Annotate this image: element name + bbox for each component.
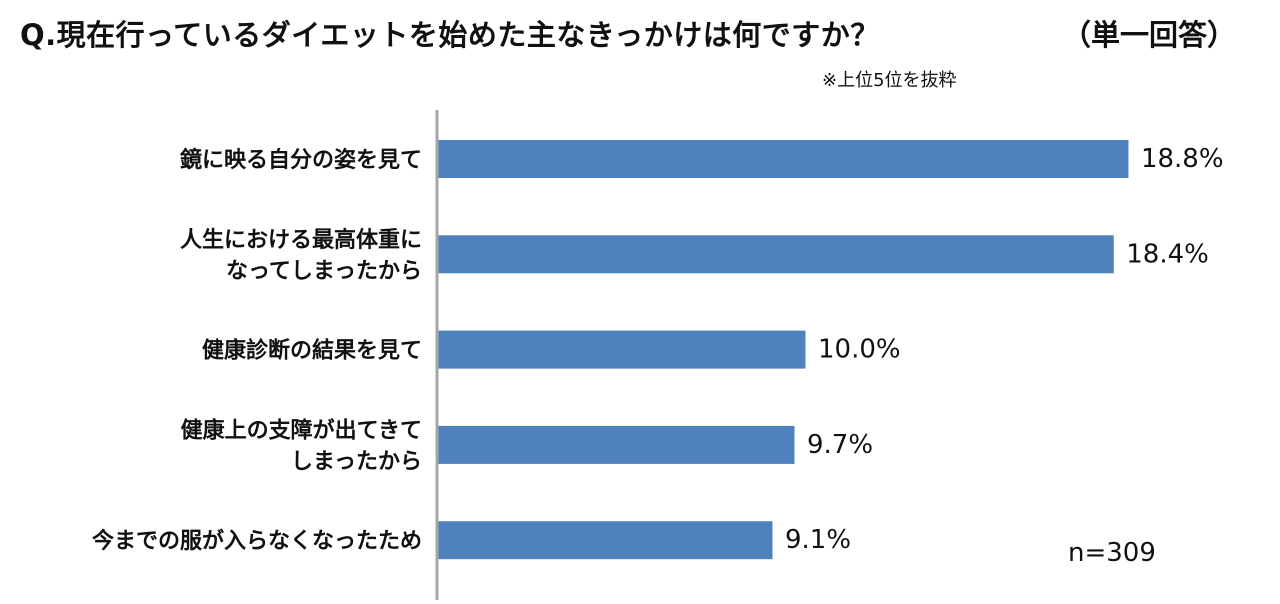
sample-size-label: n=309 (1068, 538, 1156, 568)
value-label-3: 10.0% (818, 335, 901, 365)
category-label-2-line-1: 人生における最高体重に (180, 227, 422, 253)
bar-4 (438, 425, 795, 464)
category-label-2-line-2: なってしまったから (226, 259, 422, 284)
category-label-4-line-2: しまったから (291, 449, 422, 474)
bar-5 (438, 521, 773, 560)
category-label-3: 健康診断の結果を見て (202, 338, 422, 364)
bar-1 (438, 140, 1129, 178)
value-label-1: 18.8% (1141, 144, 1224, 174)
bar-2 (438, 235, 1114, 274)
value-label-2: 18.4% (1126, 239, 1209, 269)
chart-title: Q.現在行っているダイエットを始めた主なきっかけは何ですか？ (20, 18, 880, 52)
category-label-5: 今までの服が入らなくなったため (92, 528, 422, 554)
answer-type-label: （単一回答） (1062, 18, 1237, 52)
top5-note: ※上位5位を抜粋 (822, 70, 957, 91)
category-label-1: 鏡に映る自分の姿を見て (180, 147, 422, 173)
category-label-4-line-1: 健康上の支障が出てきて (181, 417, 422, 443)
value-label-4: 9.7% (807, 430, 873, 460)
value-label-5: 9.1% (785, 525, 851, 555)
bar-3 (438, 330, 806, 369)
